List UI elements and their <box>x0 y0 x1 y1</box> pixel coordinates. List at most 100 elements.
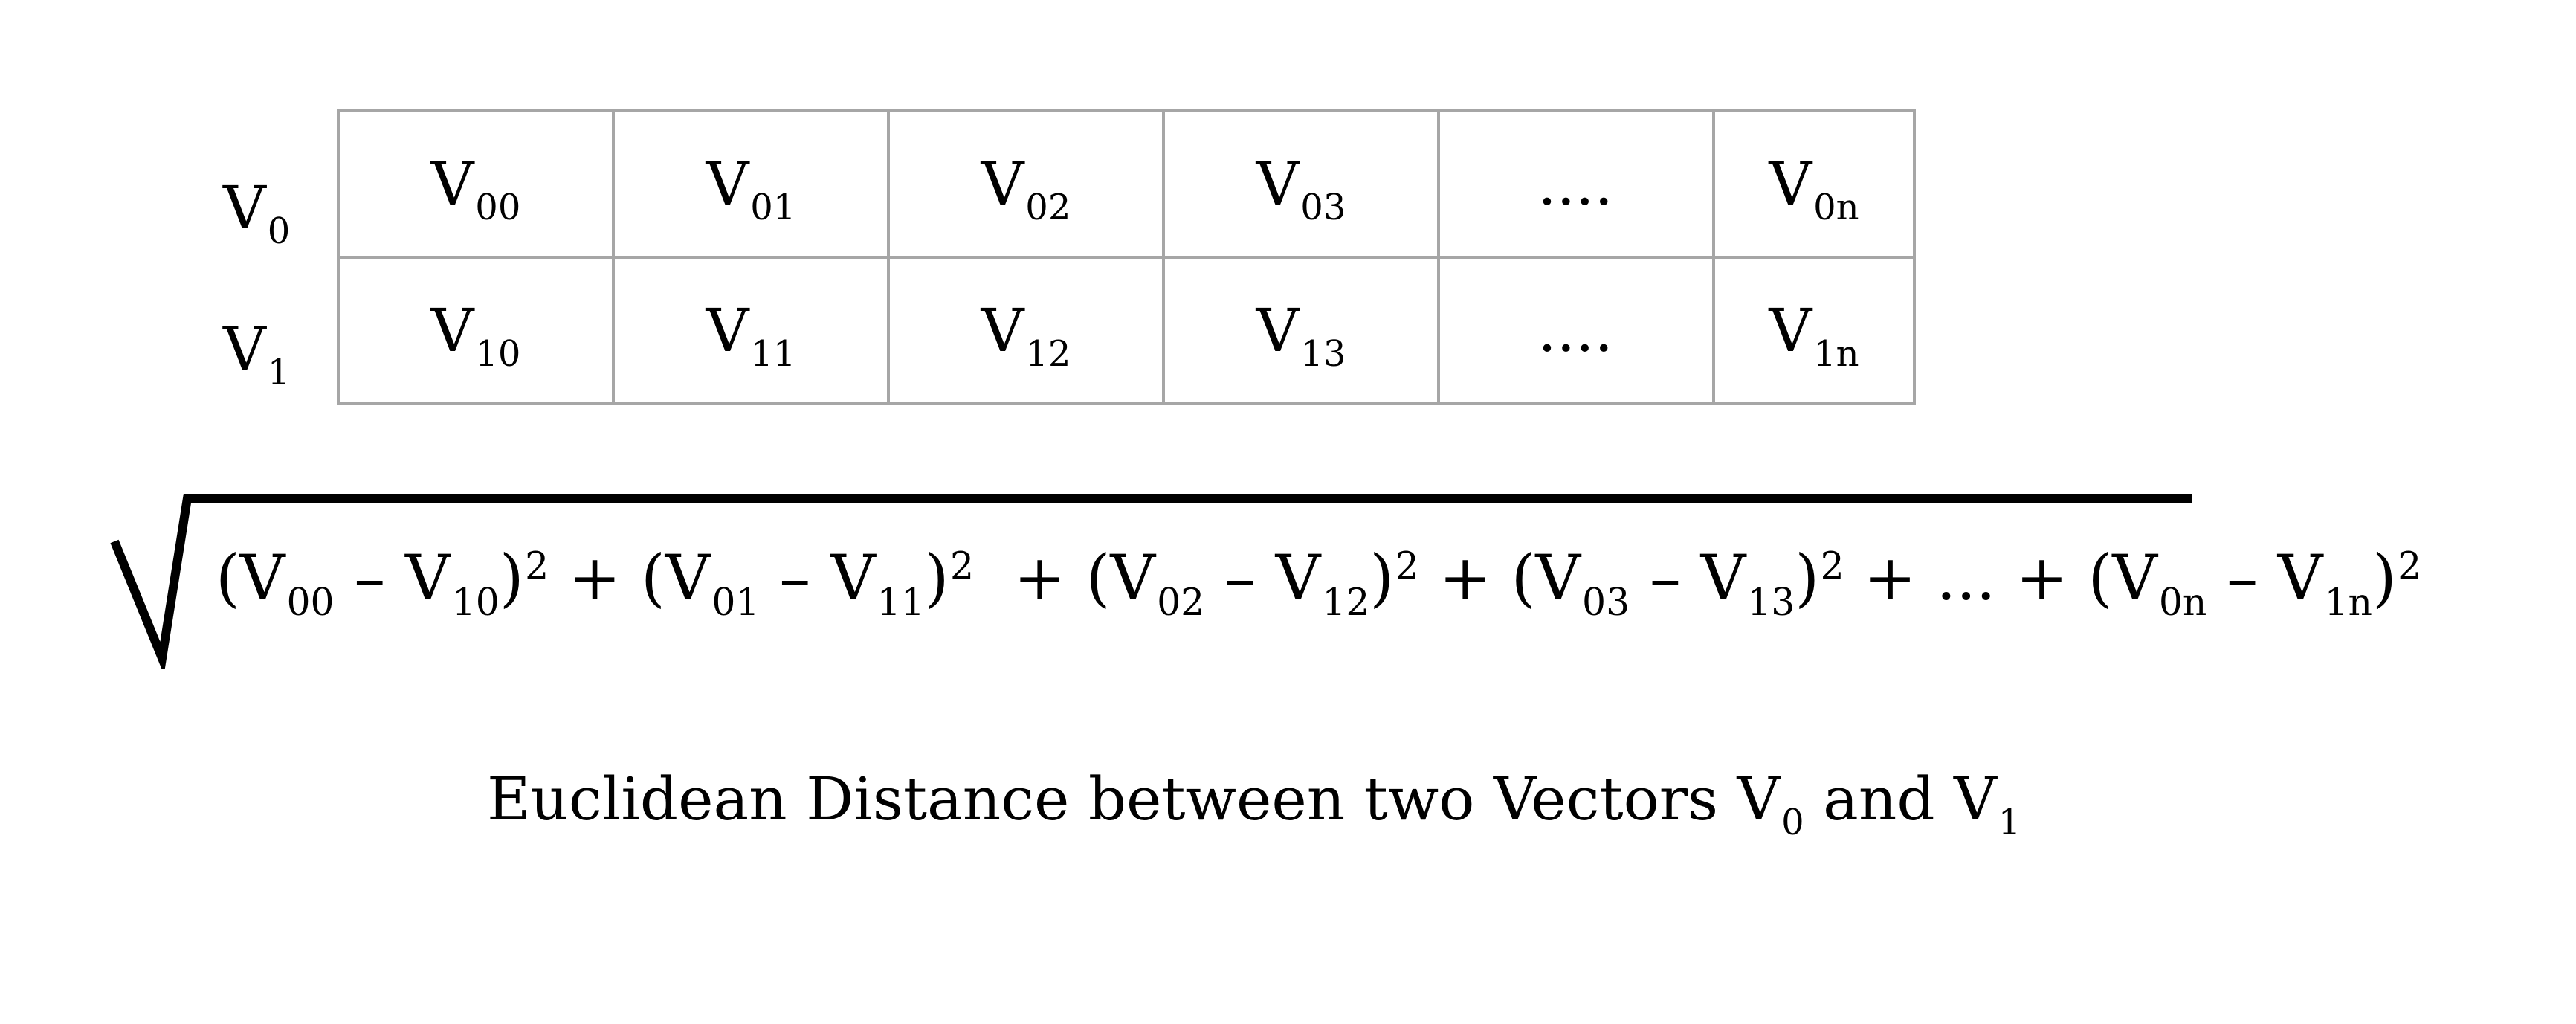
vector-row-v1: V10 V11 V12 V13 .... V1n <box>337 256 1916 405</box>
minus-sign: – <box>1204 541 1276 614</box>
plus-separator: + <box>549 541 641 614</box>
row-label-v0-base: V <box>223 173 266 242</box>
open-paren: ( <box>1511 541 1536 614</box>
cell-base: V <box>1769 149 1812 219</box>
open-paren: ( <box>2088 541 2113 614</box>
term-a-base: V <box>2112 541 2157 614</box>
row-label-v0: V0 <box>223 178 290 250</box>
minus-sign: – <box>334 541 405 614</box>
term-b-base: V <box>1700 541 1746 614</box>
cell-base: V <box>430 295 474 365</box>
caption-v1-sub: 1 <box>1998 802 2021 844</box>
vector-cell-ellipsis: .... <box>1437 109 1715 259</box>
square-root-radical-icon <box>110 494 2192 669</box>
vector-cell-v01: V01 <box>612 109 890 259</box>
term-a-base: V <box>239 541 285 614</box>
term-a-sub: 0n <box>2158 580 2207 625</box>
term-b-base: V <box>830 541 876 614</box>
vector-cell-v12: V12 <box>887 256 1165 405</box>
formula-term: (V00 – V10)2 <box>216 541 549 621</box>
vector-cell-v10: V10 <box>337 256 615 405</box>
vector-row-v0: V00 V01 V02 V03 .... V0n <box>337 109 1916 259</box>
term-b-sub: 13 <box>1747 580 1795 625</box>
formula-term: (V02 – V12)2 <box>1085 541 1419 621</box>
plus-separator: + <box>974 541 1086 614</box>
vector-table: V00 V01 V02 V03 .... V0n V10 V11 V12 V13… <box>337 109 1916 405</box>
term-a-sub: 01 <box>711 580 760 625</box>
term-b-base: V <box>1275 541 1321 614</box>
cell-base: .... <box>1537 149 1613 219</box>
vector-cell-v0n: V0n <box>1712 109 1916 259</box>
vector-cell-v11: V11 <box>612 256 890 405</box>
plus-separator: + ... + <box>1844 541 2088 614</box>
power: 2 <box>2398 544 2422 588</box>
row-label-v1: V1 <box>223 320 290 391</box>
power: 2 <box>525 544 549 588</box>
term-a-base: V <box>665 541 711 614</box>
close-paren: ) <box>2372 541 2397 614</box>
vector-cell-v1n: V1n <box>1712 256 1916 405</box>
term-b-sub: 11 <box>877 580 925 625</box>
vector-cell-v03: V03 <box>1162 109 1440 259</box>
minus-sign: – <box>1630 541 1701 614</box>
term-a-base: V <box>1535 541 1581 614</box>
power: 2 <box>1395 544 1419 588</box>
cell-base: V <box>430 149 474 219</box>
power: 2 <box>950 544 975 588</box>
formula-term: (V03 – V13)2 <box>1511 541 1844 621</box>
formula-term: (V0n – V1n)2 <box>2088 541 2422 621</box>
caption-v1-base: V <box>1954 764 1997 834</box>
caption: Euclidean Distance between two Vectors V… <box>487 770 2021 841</box>
cell-sub: 03 <box>1300 186 1346 228</box>
row-label-v1-base: V <box>223 315 266 384</box>
caption-v0-base: V <box>1737 764 1781 834</box>
cell-base: V <box>981 295 1024 365</box>
cell-sub: 13 <box>1300 332 1346 375</box>
term-b-sub: 10 <box>451 580 500 625</box>
minus-sign: – <box>2207 541 2278 614</box>
term-b-base: V <box>2277 541 2323 614</box>
vector-cell-v13: V13 <box>1162 256 1440 405</box>
close-paren: ) <box>1369 541 1395 614</box>
close-paren: ) <box>499 541 524 614</box>
cell-sub: 01 <box>750 186 796 228</box>
cell-base: V <box>1769 295 1812 365</box>
close-paren: ) <box>924 541 949 614</box>
cell-base: .... <box>1537 295 1613 365</box>
cell-base: V <box>706 295 749 365</box>
open-paren: ( <box>216 541 240 614</box>
cell-sub: 11 <box>750 332 796 375</box>
euclidean-formula: (V00 – V10)2 + (V01 – V11)2 + (V02 – V12… <box>216 547 2421 621</box>
open-paren: ( <box>1085 541 1111 614</box>
cell-base: V <box>1256 295 1300 365</box>
cell-base: V <box>706 149 749 219</box>
plus-separator: + <box>1418 541 1511 614</box>
vector-cell-ellipsis: .... <box>1437 256 1715 405</box>
term-b-sub: 12 <box>1322 580 1370 625</box>
vector-cell-v02: V02 <box>887 109 1165 259</box>
term-a-sub: 00 <box>286 580 335 625</box>
term-a-base: V <box>1110 541 1156 614</box>
cell-sub: 10 <box>475 332 521 375</box>
cell-sub: 00 <box>475 186 521 228</box>
caption-v0-sub: 0 <box>1781 802 1804 844</box>
row-label-v0-sub: 0 <box>267 210 291 253</box>
vector-cell-v00: V00 <box>337 109 615 259</box>
cell-base: V <box>981 149 1024 219</box>
cell-sub: 0n <box>1813 186 1859 228</box>
caption-text: Euclidean Distance between two Vectors <box>487 764 1737 834</box>
close-paren: ) <box>1795 541 1820 614</box>
row-label-v1-sub: 1 <box>267 352 291 394</box>
minus-sign: – <box>759 541 830 614</box>
open-paren: ( <box>640 541 665 614</box>
formula-term: (V01 – V11)2 <box>640 541 975 621</box>
caption-joiner: and <box>1804 764 1954 834</box>
term-b-base: V <box>405 541 451 614</box>
cell-base: V <box>1256 149 1300 219</box>
power: 2 <box>1820 544 1844 588</box>
cell-sub: 12 <box>1025 332 1071 375</box>
cell-sub: 1n <box>1813 332 1859 375</box>
cell-sub: 02 <box>1025 186 1071 228</box>
term-a-sub: 03 <box>1582 580 1630 625</box>
term-b-sub: 1n <box>2324 580 2372 625</box>
